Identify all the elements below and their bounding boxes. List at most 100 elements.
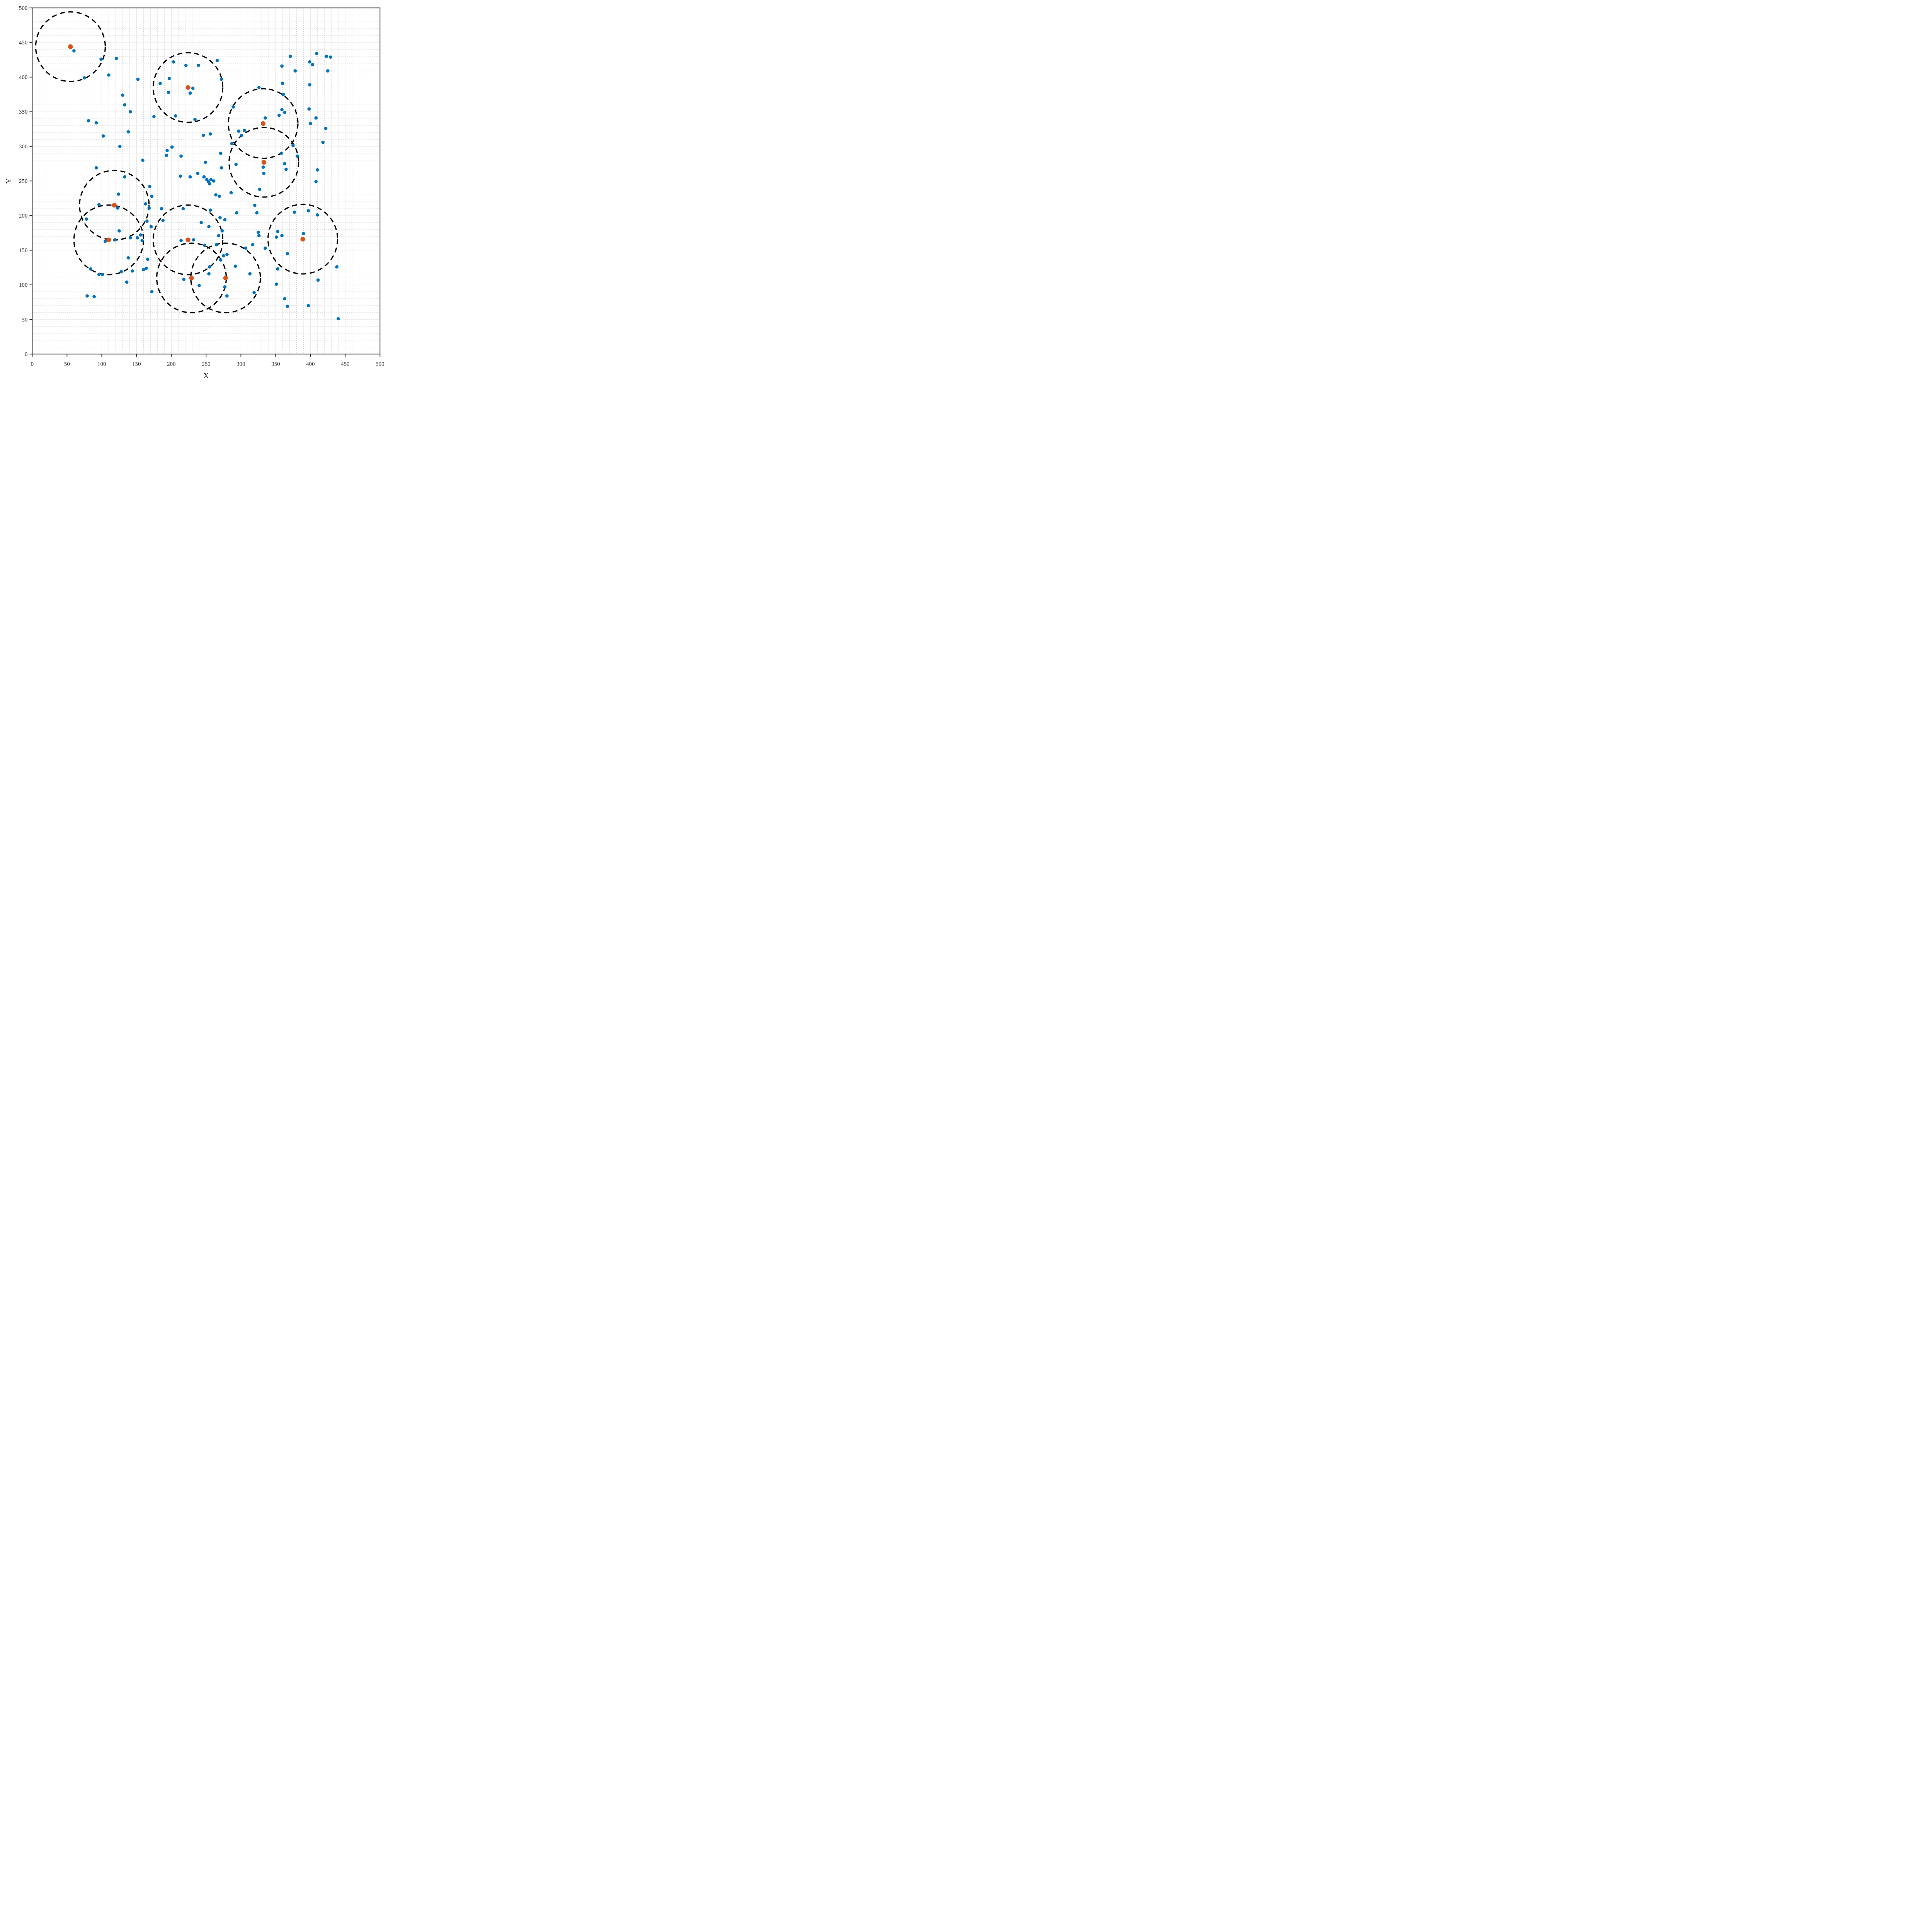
sensor-node-point: [72, 49, 76, 53]
sensor-node-point: [277, 113, 281, 117]
sensor-node-point: [161, 219, 165, 222]
sensor-node-point: [126, 130, 130, 134]
sensor-node-point: [119, 270, 123, 274]
sensor-node-point: [188, 175, 192, 179]
cluster-head-point: [68, 44, 73, 49]
sensor-node-point: [283, 162, 287, 165]
sensor-node-point: [237, 129, 241, 133]
sensor-node-point: [170, 145, 174, 149]
sensor-node-point: [113, 238, 117, 242]
sensor-node-point: [252, 291, 256, 294]
sensor-node-point: [85, 294, 89, 298]
x-tick-label: 350: [271, 361, 280, 367]
x-tick-label: 0: [31, 361, 34, 367]
coverage-circle: [35, 11, 106, 82]
plot-canvas: 0 50 100 150 200 250 300 350 400 450 500 0 50 100 150 2…: [5, 5, 384, 380]
x-tick-label: 100: [97, 361, 106, 367]
sensor-node-point: [131, 269, 134, 273]
sensor-node-point: [283, 297, 287, 301]
cluster-head-point: [112, 203, 117, 208]
minor-gridlines: [32, 8, 380, 354]
sensor-node-point: [217, 234, 221, 238]
sensor-node-point: [123, 175, 127, 179]
sensor-node-point: [229, 191, 233, 195]
x-tick-label: 400: [306, 361, 315, 367]
sensor-node-point: [223, 218, 227, 222]
sensor-node-point: [308, 60, 311, 64]
sensor-node-point: [219, 151, 223, 155]
sensor-node-point: [316, 168, 319, 172]
x-axis-label: X: [204, 372, 209, 380]
sensor-node-point: [152, 115, 156, 119]
sensor-node-point: [201, 133, 205, 137]
coverage-circle: [228, 88, 299, 159]
sensor-node-point: [281, 82, 284, 85]
sensor-node-point: [207, 225, 211, 228]
sensor-node-point: [279, 151, 283, 155]
sensor-node-point: [337, 317, 340, 321]
sensor-node-point: [206, 180, 210, 184]
sensor-node-point: [233, 264, 237, 268]
sensor-node-point: [219, 258, 223, 262]
sensor-node-point: [225, 294, 229, 298]
sensor-node-point: [182, 277, 186, 281]
sensor-node-point: [179, 154, 183, 158]
sensor-node-point: [167, 90, 170, 94]
sensor-node-point: [92, 295, 96, 298]
sensor-node-point: [184, 63, 188, 67]
sensor-node-point: [257, 86, 261, 89]
sensor-node-point: [116, 206, 120, 210]
sensor-node-point: [128, 236, 132, 240]
sensor-node-point: [209, 178, 213, 182]
sensor-node-point: [284, 167, 288, 171]
sensor-node-point: [218, 194, 221, 198]
cluster-head-point: [106, 237, 111, 242]
sensor-node-point: [142, 268, 145, 272]
sensor-node-point: [197, 63, 200, 67]
sensor-node-point: [264, 246, 267, 250]
y-tick-label: 0: [25, 351, 28, 357]
sensor-node-point: [280, 234, 284, 238]
sensor-node-point: [240, 133, 243, 137]
sensor-node-point: [230, 142, 234, 145]
sensor-node-point: [276, 230, 280, 233]
sensor-node-point: [286, 304, 289, 308]
sensor-node-point: [235, 211, 238, 215]
sensor-node-point: [117, 229, 121, 233]
sensor-node-point: [234, 163, 238, 166]
sensor-node-point: [220, 229, 224, 233]
coverage-circle: [228, 127, 299, 198]
sensor-node-point: [135, 236, 139, 240]
sensor-node-point: [314, 116, 318, 120]
sensor-node-point: [208, 208, 212, 212]
coverage-circle: [153, 52, 224, 123]
sensor-node-point: [283, 111, 287, 114]
cluster-head-points: [68, 44, 305, 281]
sensor-node-point: [314, 180, 318, 184]
sensor-node-point: [172, 60, 175, 64]
sensor-node-point: [89, 267, 92, 271]
sensor-node-point: [160, 207, 163, 211]
sensor-node-point: [150, 290, 154, 294]
sensor-node-point: [199, 221, 203, 224]
y-tick-label: 400: [19, 75, 28, 81]
sensor-node-point: [197, 284, 201, 287]
sensor-node-point: [280, 64, 284, 68]
sensor-node-point: [231, 105, 235, 109]
sensor-node-point: [316, 278, 320, 282]
sensor-node-point: [218, 216, 222, 219]
sensor-node-point: [97, 273, 101, 276]
sensor-node-point: [219, 77, 223, 81]
sensor-node-point: [173, 114, 177, 118]
sensor-node-point: [215, 243, 218, 247]
cluster-head-point: [185, 85, 190, 90]
sensor-node-point: [222, 254, 225, 258]
y-tick-label: 50: [22, 317, 27, 323]
tick-labels: 0 50 100 150 200 250 300 350 400 450 500 0 50 100 150 2…: [19, 5, 384, 367]
sensor-node-points: [72, 49, 340, 321]
sensor-node-point: [335, 265, 339, 269]
sensor-node-point: [208, 265, 211, 269]
sensor-node-point: [139, 233, 143, 237]
coverage-circle-group: [35, 11, 338, 313]
sensor-node-point: [248, 272, 252, 276]
